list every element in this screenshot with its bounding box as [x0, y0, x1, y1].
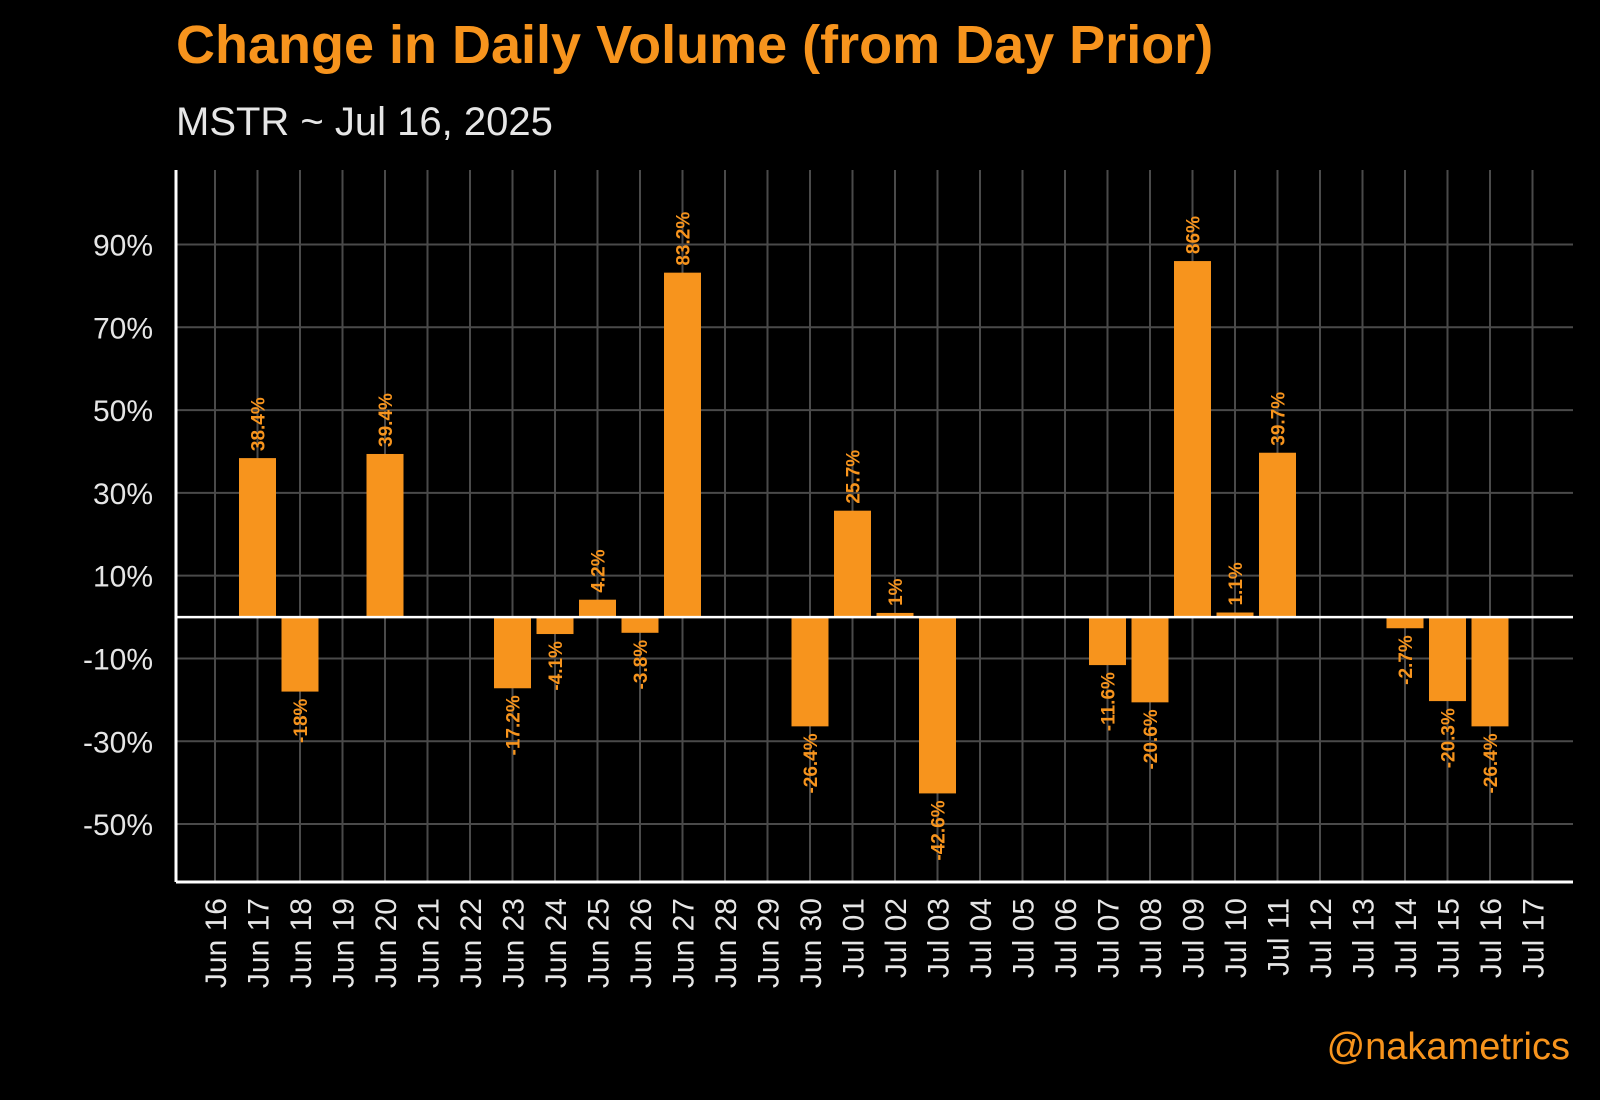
y-tick-label: 90% — [93, 230, 153, 263]
data-label: -20.6% — [1141, 709, 1162, 769]
x-tick-label: Jun 30 — [795, 898, 828, 988]
data-label: 83.2% — [674, 212, 695, 266]
x-tick-label: Jul 04 — [965, 898, 998, 978]
bar-jun-23 — [494, 617, 531, 689]
bar-jul-11 — [1259, 452, 1296, 618]
y-tick-label: -10% — [83, 643, 153, 676]
x-tick-label: Jul 13 — [1348, 898, 1381, 978]
x-tick-label: Jul 12 — [1305, 898, 1338, 978]
data-label: -26.4% — [1481, 733, 1502, 793]
x-tick-label: Jun 22 — [455, 898, 488, 988]
x-tick-label: Jun 26 — [625, 898, 658, 988]
bar-jun-18 — [281, 617, 319, 692]
credit-handle: @nakametrics — [1326, 1026, 1570, 1068]
bar-jun-17 — [239, 458, 276, 618]
x-tick-label: Jul 16 — [1475, 898, 1508, 978]
x-tick-label: Jul 08 — [1135, 898, 1168, 978]
bar-jul-02 — [876, 612, 914, 618]
data-label: 25.7% — [844, 450, 865, 504]
x-tick-label: Jul 17 — [1518, 898, 1551, 978]
x-tick-label: Jul 15 — [1433, 898, 1466, 978]
bar-jun-25 — [579, 599, 616, 618]
bar-jun-20 — [366, 453, 404, 618]
bar-jul-10 — [1216, 612, 1254, 618]
data-label: 38.4% — [249, 397, 270, 451]
data-label: -42.6% — [929, 800, 950, 860]
data-label: -26.4% — [801, 733, 822, 793]
x-tick-label: Jul 01 — [838, 898, 871, 978]
data-label: -20.3% — [1439, 708, 1460, 768]
bar-jul-09 — [1174, 261, 1211, 618]
chart-subtitle: MSTR ~ Jul 16, 2025 — [176, 100, 553, 144]
data-label: -17.2% — [504, 695, 525, 755]
bar-jul-15 — [1429, 617, 1466, 702]
data-label: 39.7% — [1269, 392, 1290, 446]
x-tick-label: Jul 11 — [1263, 898, 1296, 976]
x-tick-label: Jun 18 — [285, 898, 318, 988]
data-label: 1% — [886, 578, 907, 606]
bar-jul-14 — [1386, 617, 1424, 629]
x-tick-label: Jun 20 — [370, 898, 403, 988]
y-tick-label: 50% — [93, 395, 153, 428]
bar-jul-03 — [919, 617, 956, 794]
x-tick-label: Jun 21 — [413, 898, 446, 988]
x-tick-label: Jun 16 — [200, 898, 233, 988]
x-tick-label: Jun 29 — [753, 898, 786, 988]
x-tick-label: Jun 24 — [540, 898, 573, 988]
y-tick-label: -50% — [83, 809, 153, 842]
data-label: 86% — [1184, 216, 1205, 254]
data-label: -4.1% — [546, 641, 567, 691]
data-label: 1.1% — [1226, 562, 1247, 605]
data-label: 4.2% — [589, 549, 610, 592]
data-label: -11.6% — [1099, 672, 1120, 731]
y-tick-label: 70% — [93, 312, 153, 345]
x-tick-label: Jun 25 — [583, 898, 616, 988]
data-label: -3.8% — [631, 640, 652, 690]
chart-title: Change in Daily Volume (from Day Prior) — [176, 15, 1214, 75]
data-label: -18% — [291, 698, 312, 742]
x-tick-label: Jul 14 — [1390, 898, 1423, 978]
x-tick-label: Jul 07 — [1093, 898, 1126, 978]
y-tick-label: 10% — [93, 561, 153, 594]
x-tick-label: Jul 06 — [1050, 898, 1083, 978]
x-tick-label: Jun 27 — [668, 898, 701, 988]
x-tick-label: Jun 28 — [710, 898, 743, 988]
x-tick-label: Jul 02 — [880, 898, 913, 978]
bar-jun-27 — [664, 272, 701, 618]
data-label: 39.4% — [376, 393, 397, 447]
bar-jul-01 — [834, 510, 871, 618]
y-tick-label: -30% — [83, 726, 153, 759]
x-tick-label: Jul 09 — [1178, 898, 1211, 978]
x-tick-label: Jun 17 — [243, 898, 276, 988]
x-tick-label: Jul 10 — [1220, 898, 1253, 978]
y-tick-label: 30% — [93, 478, 153, 511]
bar-jul-08 — [1131, 617, 1169, 703]
bar-jun-26 — [621, 617, 659, 633]
data-label: -2.7% — [1396, 635, 1417, 685]
bar-jul-16 — [1471, 617, 1509, 727]
bar-jul-07 — [1089, 617, 1126, 666]
bar-jun-24 — [536, 617, 574, 635]
bar-jun-30 — [791, 617, 829, 727]
x-tick-label: Jul 03 — [923, 898, 956, 978]
x-tick-label: Jun 19 — [328, 898, 361, 988]
x-tick-label: Jun 23 — [498, 898, 531, 988]
x-tick-label: Jul 05 — [1008, 898, 1041, 978]
